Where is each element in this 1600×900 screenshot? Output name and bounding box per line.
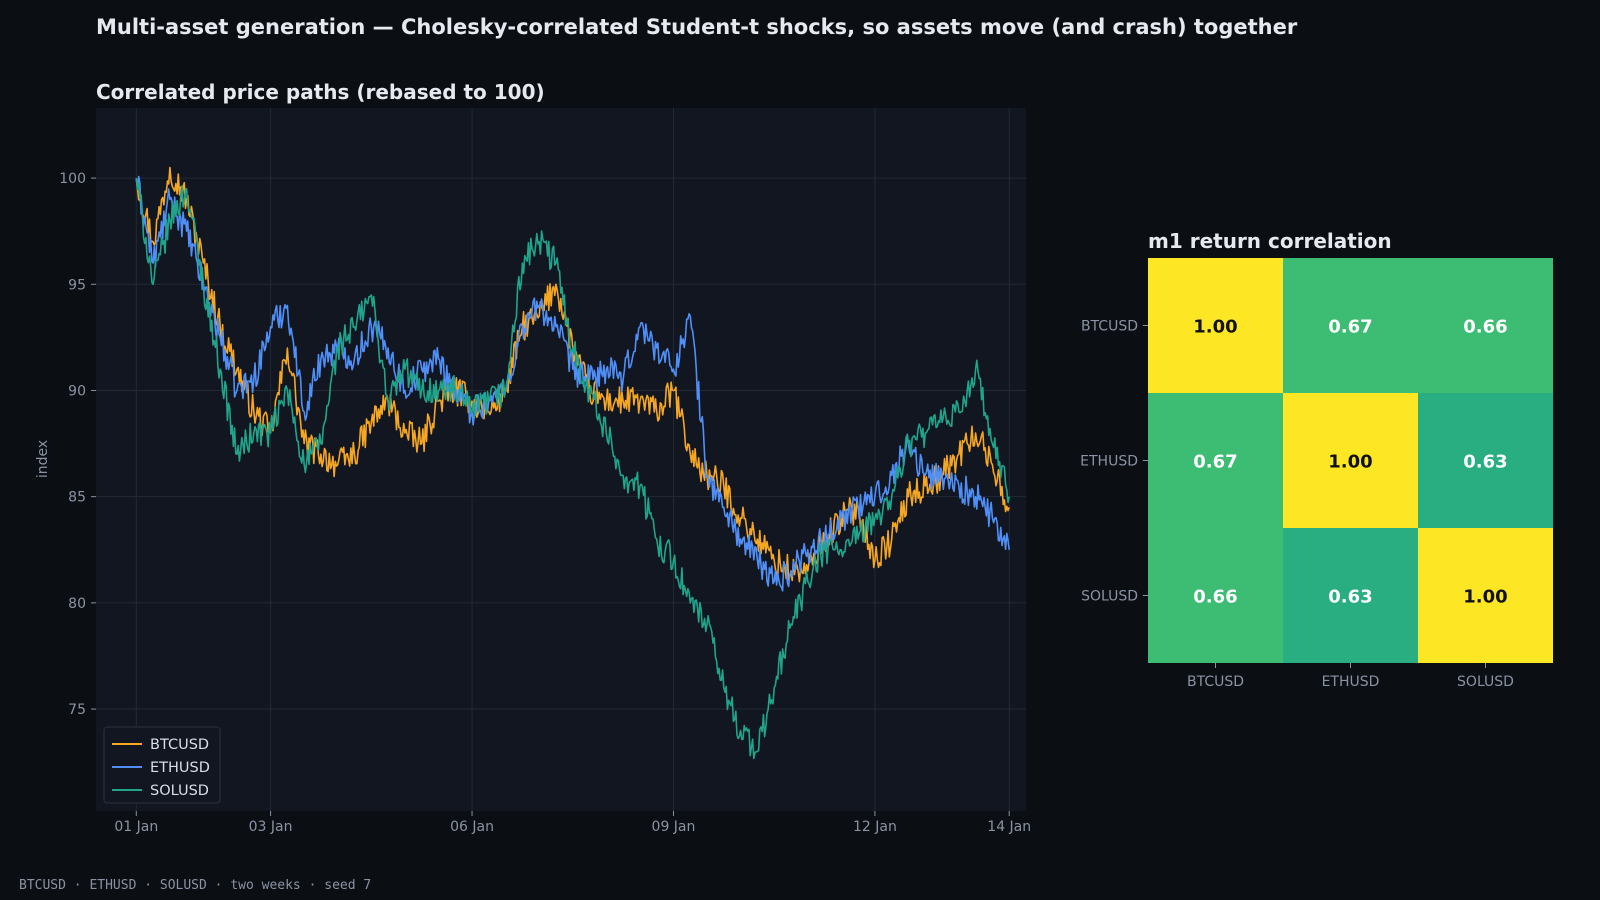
x-tick-label: 01 Jan bbox=[114, 819, 158, 835]
heatmap-row-label: SOLUSD bbox=[1081, 589, 1138, 605]
line-chart-title: Correlated price paths (rebased to 100) bbox=[96, 80, 545, 104]
heatmap-cell-label: 1.00 bbox=[1193, 317, 1237, 338]
heatmap-cell bbox=[1148, 528, 1283, 663]
line-chart-ylabel: index bbox=[35, 440, 51, 478]
x-tick-label: 14 Jan bbox=[987, 819, 1031, 835]
x-tick-label: 06 Jan bbox=[450, 819, 494, 835]
correlation-heatmap: m1 return correlation 1.00 0.67 0.660.67 1.… bbox=[1080, 229, 1553, 690]
heatmap-col-label: BTCUSD bbox=[1187, 674, 1244, 690]
heatmap-cell-label: 0.63 bbox=[1463, 452, 1507, 473]
heatmap-cell-label: 0.67 bbox=[1328, 317, 1372, 338]
footer-caption: BTCUSD · ETHUSD · SOLUSD · two weeks · s… bbox=[19, 878, 371, 893]
heatmap-cell-label: 1.00 bbox=[1328, 452, 1372, 473]
heatmap-col-labels: BTCUSD ETHUSD SOLUSD bbox=[1187, 663, 1514, 690]
y-tick-label: 95 bbox=[68, 277, 86, 293]
heatmap-col-label: SOLUSD bbox=[1457, 674, 1514, 690]
x-tick-label: 12 Jan bbox=[853, 819, 897, 835]
line-chart-legend: BTCUSD ETHUSD SOLUSD bbox=[103, 726, 221, 804]
legend-label-btcusd: BTCUSD bbox=[150, 737, 209, 753]
heatmap-row-label: BTCUSD bbox=[1081, 319, 1138, 335]
heatmap-cell-label: 0.63 bbox=[1328, 587, 1372, 608]
heatmap-cell bbox=[1418, 258, 1553, 393]
heatmap-cell-label: 1.00 bbox=[1463, 587, 1507, 608]
heatmap-cell bbox=[1283, 528, 1418, 663]
heatmap-row-labels: BTCUSD ETHUSD SOLUSD bbox=[1080, 319, 1148, 605]
legend-label-solusd: SOLUSD bbox=[150, 783, 209, 799]
series-line-solusd bbox=[135, 178, 1010, 760]
y-tick-label: 90 bbox=[68, 383, 86, 399]
line-chart-series bbox=[135, 166, 1010, 760]
legend-box bbox=[103, 726, 221, 804]
heatmap-cell bbox=[1418, 528, 1553, 663]
heatmap-row-label: ETHUSD bbox=[1080, 454, 1138, 470]
price-paths-chart: Correlated price paths (rebased to 100) … bbox=[35, 80, 1031, 835]
figure-suptitle: Multi-asset generation — Cholesky-correl… bbox=[96, 15, 1298, 39]
heatmap-cell-label: 0.66 bbox=[1463, 317, 1507, 338]
heatmap-cell bbox=[1148, 393, 1283, 528]
y-tick-label: 100 bbox=[59, 171, 86, 187]
x-tick-label: 09 Jan bbox=[652, 819, 696, 835]
line-chart-y-ticks: 75 80 85 90 95 100 bbox=[59, 171, 96, 718]
heatmap-cells: 1.00 0.67 0.66 0.67 1.00 0.63 0.66 0.63 1.00 bbox=[1148, 258, 1553, 663]
heatmap-cell bbox=[1283, 258, 1418, 393]
heatmap-col-label: ETHUSD bbox=[1322, 674, 1380, 690]
series-line-ethusd bbox=[135, 175, 1010, 592]
line-chart-plot-area bbox=[96, 108, 1026, 811]
line-chart-x-ticks: 01 Jan 03 Jan 06 Jan 09 Jan 12 Jan 14 Jan bbox=[114, 811, 1031, 835]
y-tick-label: 80 bbox=[68, 596, 86, 612]
x-tick-label: 03 Jan bbox=[249, 819, 293, 835]
heatmap-cell-label: 0.67 bbox=[1193, 452, 1237, 473]
y-tick-label: 85 bbox=[68, 490, 86, 506]
heatmap-cell bbox=[1418, 393, 1553, 528]
heatmap-cell bbox=[1148, 258, 1283, 393]
heatmap-title: m1 return correlation bbox=[1148, 229, 1392, 253]
legend-label-ethusd: ETHUSD bbox=[150, 760, 210, 776]
heatmap-cell bbox=[1283, 393, 1418, 528]
y-tick-label: 75 bbox=[68, 702, 86, 718]
heatmap-cell-label: 0.66 bbox=[1193, 587, 1237, 608]
